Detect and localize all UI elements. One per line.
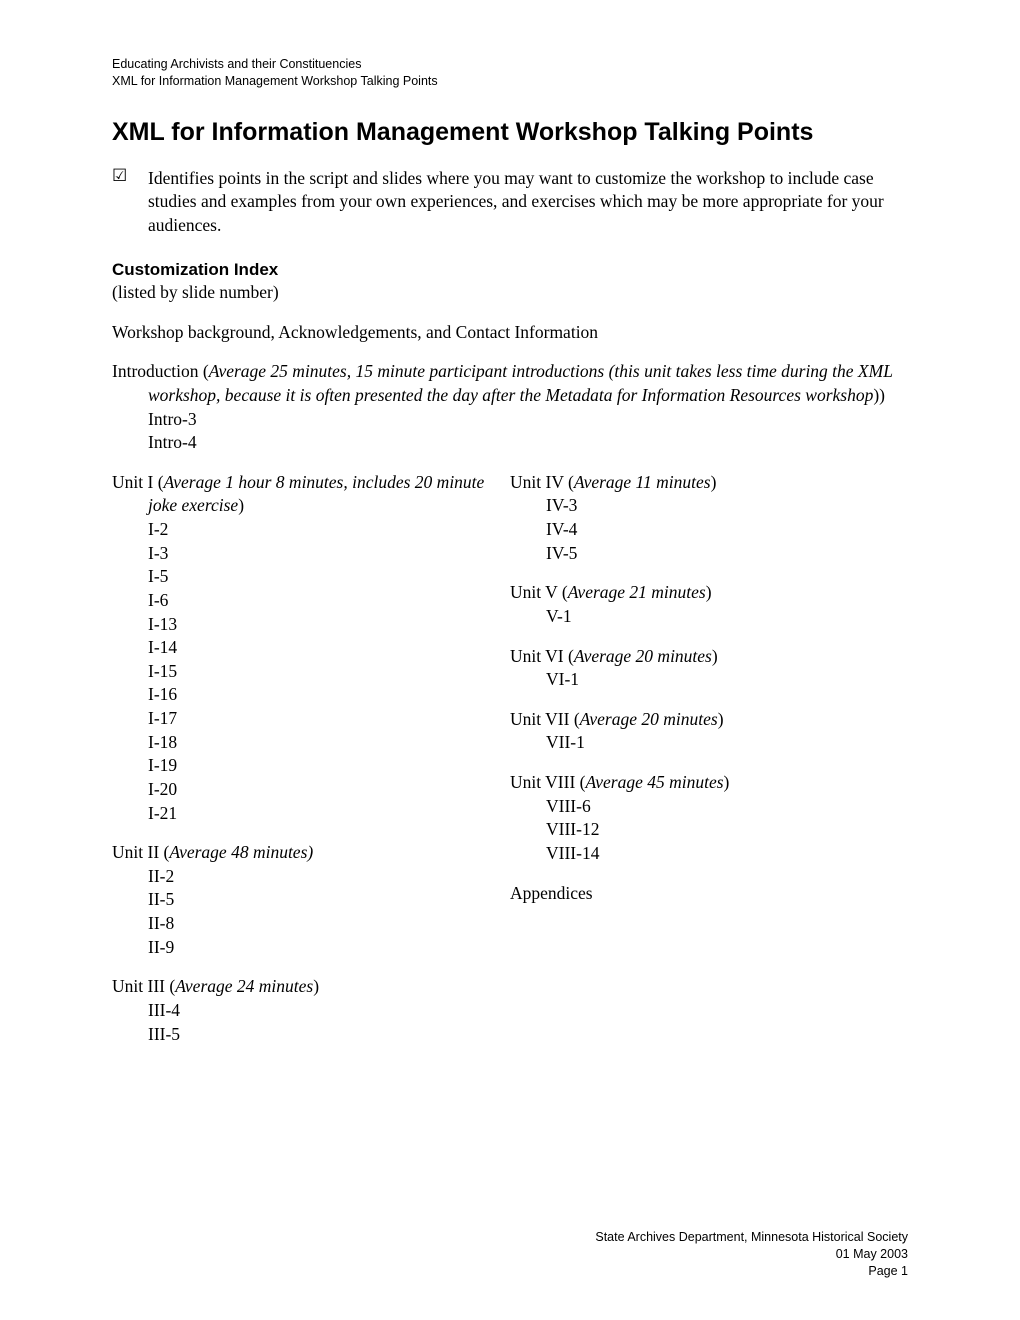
unit-header: Unit I (Average 1 hour 8 minutes, includ… — [112, 471, 510, 518]
unit-item: II-9 — [112, 936, 510, 960]
unit-item: I-5 — [112, 565, 510, 589]
unit-item: II-8 — [112, 912, 510, 936]
unit-prefix: Unit VIII ( — [510, 772, 586, 792]
introduction-header: Introduction (Average 25 minutes, 15 min… — [112, 360, 908, 407]
unit-suffix: ) — [711, 472, 717, 492]
unit-item: I-13 — [112, 613, 510, 637]
unit-item: V-1 — [510, 605, 908, 629]
checked-box-icon: ☑ — [112, 167, 148, 184]
customization-heading: Customization Index — [112, 260, 908, 280]
unit-item: III-5 — [112, 1023, 510, 1047]
unit-item: VI-1 — [510, 668, 908, 692]
unit-item: I-20 — [112, 778, 510, 802]
unit-item: IV-5 — [510, 542, 908, 566]
unit-item: I-2 — [112, 518, 510, 542]
unit-item: II-5 — [112, 888, 510, 912]
unit-item: I-18 — [112, 731, 510, 755]
page-title: XML for Information Management Workshop … — [112, 118, 908, 147]
unit-item: VIII-12 — [510, 818, 908, 842]
left-column: Unit I (Average 1 hour 8 minutes, includ… — [112, 471, 510, 1062]
unit-prefix: Unit VII ( — [510, 709, 580, 729]
unit-item: VIII-6 — [510, 795, 908, 819]
page-footer: State Archives Department, Minnesota His… — [595, 1229, 908, 1280]
unit-block: Unit VI (Average 20 minutes)VI-1 — [510, 645, 908, 692]
unit-block: Unit IV (Average 11 minutes)IV-3IV-4IV-5 — [510, 471, 908, 566]
unit-prefix: Appendices — [510, 883, 593, 903]
unit-block: Unit I (Average 1 hour 8 minutes, includ… — [112, 471, 510, 825]
intro-italic: Average 25 minutes, 15 minute participan… — [148, 361, 893, 405]
unit-block: Unit VIII (Average 45 minutes)VIII-6VIII… — [510, 771, 908, 866]
unit-timing: Average 45 minutes — [586, 772, 724, 792]
unit-header: Unit IV (Average 11 minutes) — [510, 471, 908, 495]
unit-suffix: ) — [724, 772, 730, 792]
intro-item: Intro-3 — [112, 408, 908, 432]
footer-line-1: State Archives Department, Minnesota His… — [595, 1229, 908, 1246]
unit-prefix: Unit IV ( — [510, 472, 574, 492]
intro-suffix: )) — [873, 385, 885, 405]
header-line-2: XML for Information Management Workshop … — [112, 73, 908, 90]
unit-timing: Average 20 minutes — [574, 646, 712, 666]
unit-timing: Average 20 minutes — [580, 709, 718, 729]
unit-timing: Average 48 minutes) — [169, 842, 313, 862]
unit-header: Unit III (Average 24 minutes) — [112, 975, 510, 999]
unit-item: II-2 — [112, 865, 510, 889]
index-columns: Unit I (Average 1 hour 8 minutes, includ… — [112, 471, 908, 1062]
header-line-1: Educating Archivists and their Constitue… — [112, 56, 908, 73]
unit-block: Unit V (Average 21 minutes)V-1 — [510, 581, 908, 628]
page: Educating Archivists and their Constitue… — [0, 0, 1020, 1320]
unit-item: III-4 — [112, 999, 510, 1023]
unit-prefix: Unit VI ( — [510, 646, 574, 666]
unit-item: VII-1 — [510, 731, 908, 755]
unit-item: I-14 — [112, 636, 510, 660]
customization-sub: (listed by slide number) — [112, 282, 908, 303]
right-column: Unit IV (Average 11 minutes)IV-3IV-4IV-5… — [510, 471, 908, 1062]
unit-item: IV-3 — [510, 494, 908, 518]
unit-suffix: ) — [718, 709, 724, 729]
intro-item: Intro-4 — [112, 431, 908, 455]
unit-timing: Average 21 minutes — [568, 582, 706, 602]
footer-line-3: Page 1 — [595, 1263, 908, 1280]
unit-suffix: ) — [238, 495, 244, 515]
unit-suffix: ) — [313, 976, 319, 996]
unit-prefix: Unit V ( — [510, 582, 568, 602]
unit-header: Unit VIII (Average 45 minutes) — [510, 771, 908, 795]
unit-prefix: Unit I ( — [112, 472, 164, 492]
unit-timing: Average 11 minutes — [574, 472, 711, 492]
unit-header: Unit VII (Average 20 minutes) — [510, 708, 908, 732]
checkbox-note: ☑ Identifies points in the script and sl… — [112, 167, 908, 238]
unit-item: I-21 — [112, 802, 510, 826]
unit-prefix: Unit II ( — [112, 842, 169, 862]
unit-block: Appendices — [510, 882, 908, 906]
unit-timing: Average 24 minutes — [175, 976, 313, 996]
footer-line-2: 01 May 2003 — [595, 1246, 908, 1263]
unit-item: VIII-14 — [510, 842, 908, 866]
unit-timing: Average 1 hour 8 minutes, includes 20 mi… — [148, 472, 484, 516]
unit-header: Unit V (Average 21 minutes) — [510, 581, 908, 605]
unit-prefix: Unit III ( — [112, 976, 175, 996]
intro-prefix: Introduction ( — [112, 361, 209, 381]
unit-item: I-19 — [112, 754, 510, 778]
unit-suffix: ) — [706, 582, 712, 602]
unit-item: I-16 — [112, 683, 510, 707]
unit-block: Unit II (Average 48 minutes)II-2II-5II-8… — [112, 841, 510, 959]
checkbox-text: Identifies points in the script and slid… — [148, 167, 908, 238]
unit-item: IV-4 — [510, 518, 908, 542]
introduction-block: Introduction (Average 25 minutes, 15 min… — [112, 360, 908, 455]
unit-suffix: ) — [712, 646, 718, 666]
document-header: Educating Archivists and their Constitue… — [112, 56, 908, 90]
unit-item: I-3 — [112, 542, 510, 566]
unit-block: Unit III (Average 24 minutes)III-4III-5 — [112, 975, 510, 1046]
workshop-background-line: Workshop background, Acknowledgements, a… — [112, 321, 908, 345]
unit-item: I-6 — [112, 589, 510, 613]
unit-block: Unit VII (Average 20 minutes)VII-1 — [510, 708, 908, 755]
unit-header: Unit VI (Average 20 minutes) — [510, 645, 908, 669]
unit-item: I-15 — [112, 660, 510, 684]
unit-item: I-17 — [112, 707, 510, 731]
unit-header: Appendices — [510, 882, 908, 906]
unit-header: Unit II (Average 48 minutes) — [112, 841, 510, 865]
